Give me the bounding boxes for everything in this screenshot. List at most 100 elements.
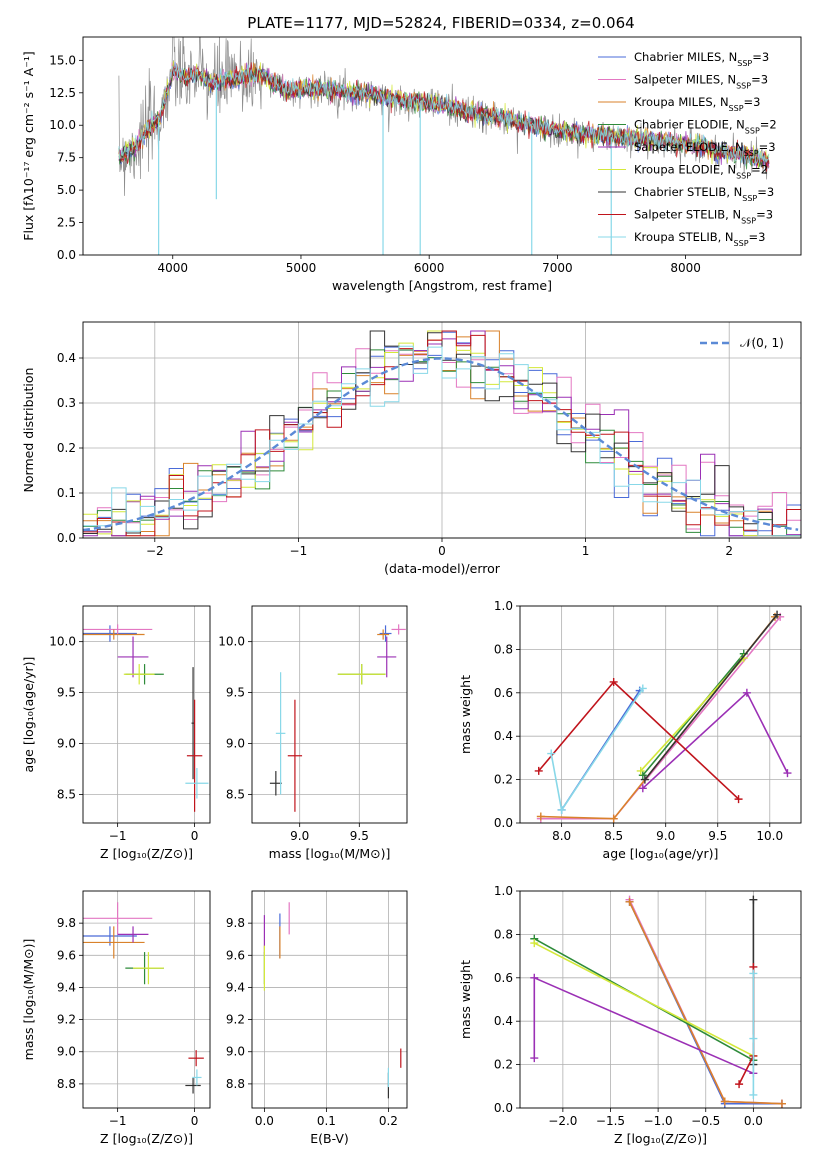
- plus-marker: [749, 1090, 758, 1099]
- legend-label: Kroupa ELODIE, NSSP=2: [634, 163, 768, 181]
- y-tick-label: 0.2: [494, 773, 513, 787]
- plus-marker: [720, 1097, 729, 1106]
- legend-label: Salpeter ELODIE, NSSP=3: [634, 140, 776, 158]
- y-tick-label: 0.0: [57, 248, 76, 262]
- residuals-panel: −2 −1 0 1 2 0.0 0.1 0.2 0.3 0.4 (data-model)/error…: [21, 321, 802, 576]
- x-tick-label: 6000: [414, 261, 445, 275]
- y-tick-label: 10.0: [218, 635, 245, 649]
- y-tick-label: 9.6: [57, 948, 76, 962]
- y-tick-label: 5.0: [57, 183, 76, 197]
- x-tick-label: 5000: [286, 261, 317, 275]
- x-axis-label: age [log₁₀(age/yr)]: [603, 846, 719, 861]
- x-tick-label: 2: [725, 544, 733, 558]
- axes-frame: [82, 321, 802, 539]
- legend-label: Chabrier MILES, NSSP=3: [634, 50, 769, 68]
- y-tick-label: 0.6: [494, 971, 513, 985]
- x-tick-label: 0.0: [255, 1114, 274, 1128]
- y-tick-label: 10.0: [49, 118, 76, 132]
- y-tick-label: 0.4: [494, 1014, 513, 1028]
- y-tick-label: 7.5: [57, 151, 76, 165]
- y-tick-label: 9.8: [57, 916, 76, 930]
- y-tick-label: 9.4: [57, 980, 76, 994]
- y-tick-label: 0.8: [494, 642, 513, 656]
- x-tick-label: −1.0: [644, 1114, 673, 1128]
- age-vs-mass-panel: 9.0 9.5 8.5 9.0 9.5 10.0 mass [log₁₀(M/M⊙)]: [218, 605, 408, 861]
- y-tick-label: 10.0: [49, 635, 76, 649]
- legend-label: 𝒩(0, 1): [740, 336, 784, 350]
- plus-marker: [749, 969, 758, 978]
- y-tick-label: 9.5: [226, 686, 245, 700]
- y-tick-label: 0.2: [494, 1058, 513, 1072]
- x-axis-label: mass [log₁₀(M/M⊙)]: [269, 846, 391, 861]
- y-tick-label: 8.8: [57, 1077, 76, 1091]
- plus-marker: [530, 973, 539, 982]
- x-axis-label: Z [log₁₀(Z/Z⊙)]: [100, 846, 193, 861]
- x-tick-label: −1: [109, 829, 127, 843]
- plus-marker: [777, 1099, 786, 1108]
- y-tick-label: 0.8: [494, 927, 513, 941]
- x-tick-label: 0.1: [317, 1114, 336, 1128]
- spectrum-legend: Chabrier MILES, NSSP=3 Salpeter MILES, NS…: [598, 50, 777, 248]
- y-tick-label: 8.5: [57, 787, 76, 801]
- y-tick-label: 9.0: [226, 1045, 245, 1059]
- axes-frame: [82, 36, 802, 256]
- plus-marker: [640, 775, 649, 784]
- x-tick-label: 1: [582, 544, 590, 558]
- plus-marker: [749, 895, 758, 904]
- legend-label: Salpeter STELIB, NSSP=3: [634, 208, 773, 226]
- plus-marker: [557, 805, 566, 814]
- x-tick-label: −1.5: [596, 1114, 625, 1128]
- plus-marker: [609, 677, 618, 686]
- y-tick-label: 2.5: [57, 216, 76, 230]
- figure-title: PLATE=1177, MJD=52824, FIBERID=0334, z=0…: [247, 14, 634, 32]
- x-tick-label: 0: [191, 829, 199, 843]
- mass-vs-z-panel: −1 0 8.8 9.0 9.2 9.4 9.6 9.8 Z [log₁₀(Z/Z⊙)] mass…: [21, 890, 211, 1146]
- legend-label: Chabrier STELIB, NSSP=3: [634, 185, 774, 203]
- x-tick-label: 7000: [542, 261, 573, 275]
- x-tick-label: 9.0: [290, 829, 309, 843]
- plus-marker: [783, 769, 792, 778]
- y-tick-label: 15.0: [49, 53, 76, 67]
- plus-marker: [638, 784, 647, 793]
- spectrum-model-line: [118, 62, 770, 172]
- massweight-vs-z-panel: −2.0 −1.5 −1.0 −0.5 0.0 0.0 0.2 0.4 0.6 0.8 1.0 Z […: [458, 884, 802, 1146]
- plus-marker: [536, 812, 545, 821]
- legend-label: Kroupa MILES, NSSP=3: [634, 95, 760, 113]
- x-tick-label: 0.2: [379, 1114, 398, 1128]
- y-tick-label: 0.4: [57, 351, 76, 365]
- plus-marker: [638, 684, 647, 693]
- gaussian-curve: [82, 357, 799, 532]
- spectrum-panel: 4000 5000 6000 7000 8000 0.0 2.5 5.0 7.5 10.0 12.5…: [21, 36, 802, 293]
- legend-label: Salpeter MILES, NSSP=3: [634, 73, 768, 91]
- plus-marker: [530, 1054, 539, 1063]
- y-tick-label: 9.2: [226, 1013, 245, 1027]
- x-axis-label: Z [log₁₀(Z/Z⊙)]: [614, 1131, 707, 1146]
- x-tick-label: 8000: [670, 261, 701, 275]
- histogram-step: [83, 345, 801, 537]
- plus-marker: [534, 766, 543, 775]
- y-axis-label: Flux [fλ10⁻¹⁷ erg cm⁻² s⁻¹ A⁻¹]: [21, 51, 36, 240]
- y-axis-label: mass [log₁₀(M/M⊙)]: [21, 939, 36, 1061]
- series-line: [738, 967, 755, 1085]
- x-tick-label: −2.0: [548, 1114, 577, 1128]
- x-tick-label: 8.0: [552, 829, 571, 843]
- x-tick-label: −1: [109, 1114, 127, 1128]
- y-axis-label: Normed distribution: [21, 368, 36, 493]
- x-axis-label: (data-model)/error: [384, 561, 501, 576]
- y-axis-label: mass weight: [458, 960, 473, 1039]
- plus-marker: [742, 688, 751, 697]
- age-vs-z-panel: −1 0 8.5 9.0 9.5 10.0 Z [log₁₀(Z/Z⊙)] age [log₁…: [21, 605, 211, 861]
- x-tick-label: −2: [146, 544, 164, 558]
- plus-marker: [734, 795, 743, 804]
- plus-marker: [530, 939, 539, 948]
- plus-marker: [638, 771, 647, 780]
- y-tick-label: 0.2: [57, 441, 76, 455]
- y-tick-label: 0.6: [494, 686, 513, 700]
- axes-frame: [82, 605, 211, 824]
- axes-frame: [251, 890, 408, 1109]
- y-tick-label: 9.8: [226, 916, 245, 930]
- y-axis-label: mass weight: [458, 675, 473, 754]
- y-tick-label: 12.5: [49, 86, 76, 100]
- x-tick-label: 8.5: [604, 829, 623, 843]
